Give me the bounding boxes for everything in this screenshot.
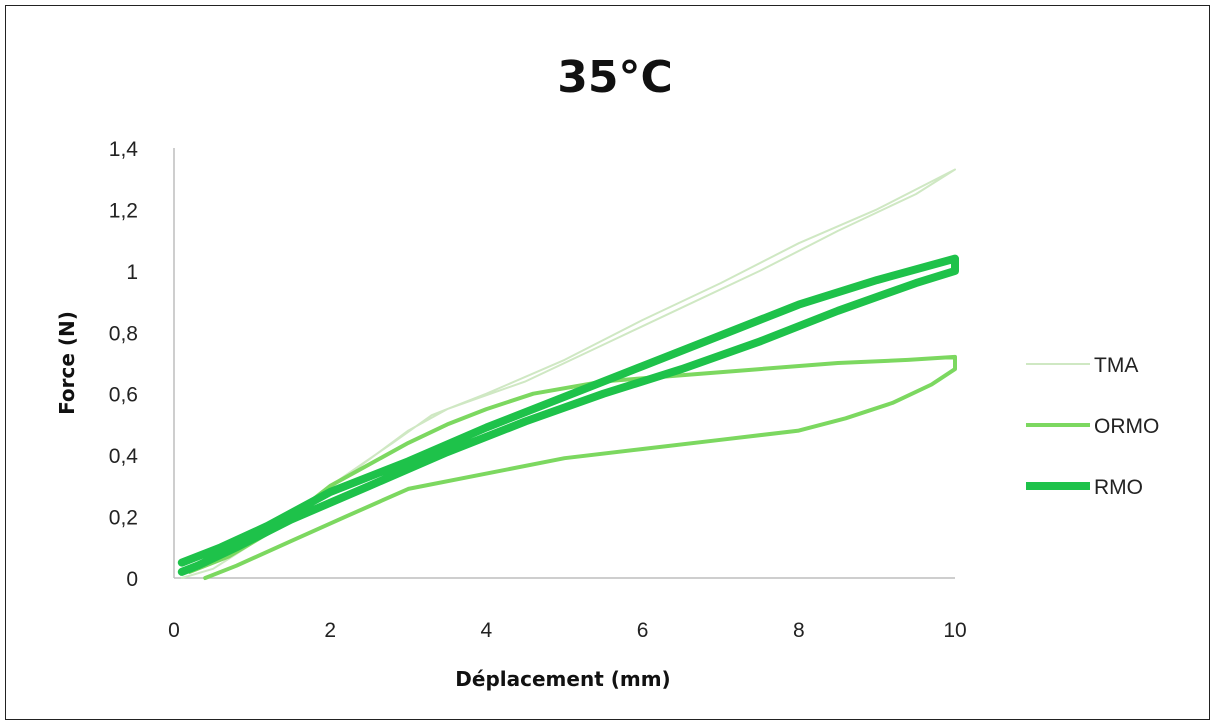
x-tick-label: 10: [943, 619, 966, 642]
y-tick-label: 1,2: [109, 199, 138, 222]
x-tick-label: 8: [793, 619, 805, 642]
x-tick-label: 0: [168, 619, 180, 642]
y-tick-label: 0,8: [109, 322, 138, 345]
y-axis-title-group: Force (N): [55, 311, 79, 415]
series-line-rmo: [177, 254, 959, 576]
axes: 0 2 4 6 8 10 0 0,2 0,4 0,6 0,8 1 1,2 1,4: [109, 138, 967, 642]
x-tick-label: 6: [637, 619, 649, 642]
y-tick-label: 0,6: [109, 384, 138, 407]
y-axis-title: Force (N): [55, 311, 79, 415]
legend: TMA ORMO RMO: [1026, 354, 1159, 499]
series-layer: [177, 168, 959, 580]
series-line-tma: [180, 168, 956, 579]
x-axis-title: Déplacement (mm): [455, 667, 670, 691]
y-tick-label: 1,4: [109, 138, 139, 161]
series-line-ormo: [187, 354, 957, 580]
legend-label-rmo: RMO: [1094, 476, 1143, 499]
legend-label-ormo: ORMO: [1094, 415, 1159, 438]
x-tick-label: 2: [324, 619, 336, 642]
chart-title: 35°C: [557, 52, 673, 103]
legend-label-tma: TMA: [1094, 354, 1138, 377]
chart-frame: [5, 5, 1210, 720]
y-tick-label: 0,2: [109, 507, 138, 530]
x-tick-label: 4: [481, 619, 493, 642]
y-tick-label: 0,4: [109, 445, 139, 468]
y-tick-label: 0: [126, 568, 138, 591]
y-tick-label: 1: [126, 261, 138, 284]
